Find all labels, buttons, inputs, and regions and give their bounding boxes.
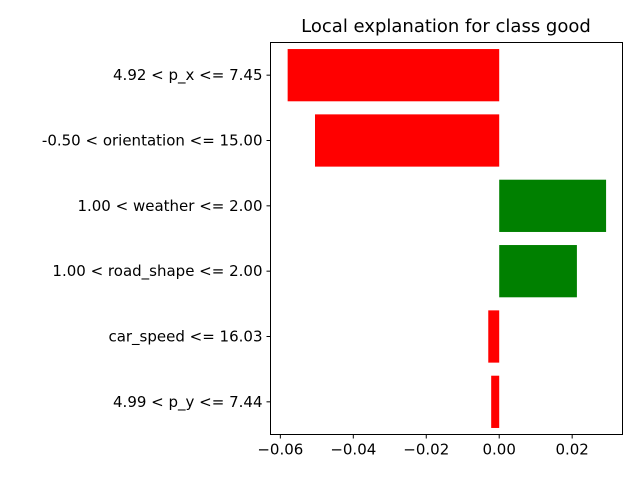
x-tick-label-0: −0.06 <box>257 441 303 459</box>
bar-4 <box>488 310 500 363</box>
y-tick-labels: 4.92 < p_x <= 7.45 -0.50 < orientation <=… <box>42 66 271 412</box>
x-tick-label-4: 0.02 <box>555 441 588 459</box>
y-tick-label-3: 1.00 < road_shape <= 2.00 <box>52 262 262 281</box>
y-tick-label-5: 4.99 < p_y <= 7.44 <box>113 393 262 412</box>
y-tick-label-1: -0.50 < orientation <= 15.00 <box>42 132 263 150</box>
x-tick-label-2: −0.02 <box>403 441 449 459</box>
y-tick-label-2: 1.00 < weather <= 2.00 <box>77 197 262 215</box>
chart-title: Local explanation for class good <box>301 16 591 37</box>
bar-2 <box>499 179 607 232</box>
bars <box>287 49 607 428</box>
x-tick-label-1: −0.04 <box>330 441 376 459</box>
y-tick-label-4: car_speed <= 16.03 <box>108 328 262 347</box>
bar-0 <box>287 49 500 102</box>
x-axis: −0.06 −0.04 −0.02 0.00 0.02 <box>257 434 589 459</box>
bar-3 <box>499 245 577 298</box>
x-tick-label-3: 0.00 <box>483 441 516 459</box>
bar-5 <box>491 375 500 428</box>
y-tick-label-0: 4.92 < p_x <= 7.45 <box>113 66 262 85</box>
bar-1 <box>315 114 500 167</box>
plot-frame <box>270 42 623 435</box>
